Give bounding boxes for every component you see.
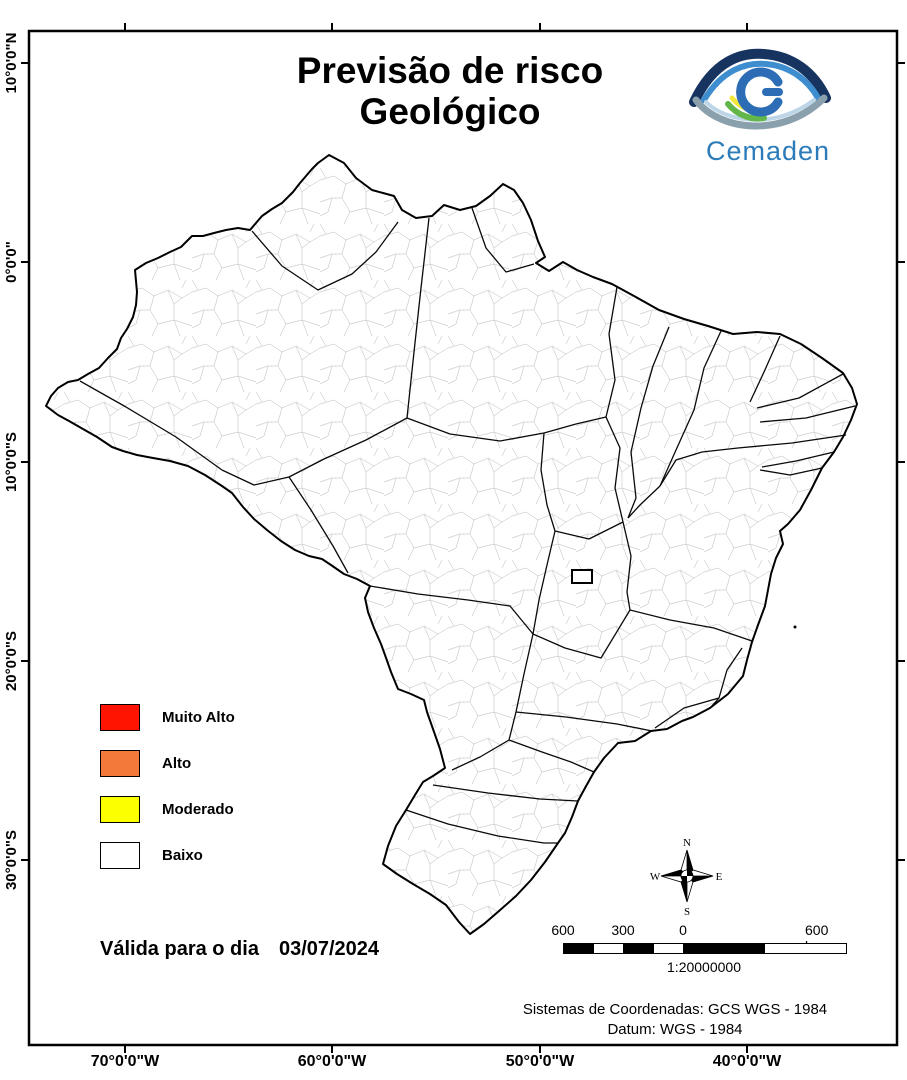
risk-legend: Muito Alto Alto Moderado Baixo: [100, 703, 235, 887]
island-dot: [793, 625, 797, 629]
lat-label-30s: 30°0'0"S: [3, 829, 20, 891]
compass-south-label: S: [684, 906, 690, 918]
title-line-1: Previsão de risco: [296, 50, 604, 91]
credits-line-1: Sistemas de Coordenadas: GCS WGS - 1984: [522, 1001, 828, 1018]
legend-swatch-baixo: [100, 842, 140, 869]
legend-row-baixo: Baixo: [100, 841, 235, 870]
legend-label-muito-alto: Muito Alto: [162, 709, 235, 726]
frame-ticks: [21, 23, 905, 1053]
legend-label-alto: Alto: [162, 755, 192, 772]
scale-tick-0: 0: [679, 922, 687, 938]
lon-label-40w: 40°0'0"W: [712, 1053, 782, 1070]
map-frame: [27, 29, 899, 1047]
validity-label: Válida para o dia: [100, 938, 259, 960]
lat-label-10s: 10°0'0"S: [3, 431, 20, 493]
compass-rose: N S E W: [648, 836, 726, 920]
scale-segment: [654, 944, 684, 953]
scale-bar: 600 300 0 600 km 1:20000000: [551, 922, 856, 984]
legend-row-alto: Alto: [100, 749, 235, 778]
state-boundaries: [79, 207, 856, 844]
cemaden-wordmark: Cemaden: [705, 136, 831, 166]
legend-swatch-muito-alto: [100, 704, 140, 731]
brazil-outline: [45, 154, 858, 935]
lat-label-10n: 10°0'0"N: [3, 32, 20, 94]
legend-swatch-moderado: [100, 796, 140, 823]
legend-row-muito-alto: Muito Alto: [100, 703, 235, 732]
validity-date: 03/07/2024: [278, 938, 380, 960]
scale-tick-600: 600: [551, 922, 575, 938]
scale-segment: [684, 944, 765, 953]
scale-segment: [765, 944, 846, 953]
cemaden-logo: Cemaden: [676, 46, 860, 167]
credits-line-2: Datum: WGS - 1984: [607, 1021, 743, 1038]
lon-label-70w: 70°0'0"W: [90, 1053, 160, 1070]
coordinate-system-credits: Sistemas de Coordenadas: GCS WGS - 1984 …: [460, 1000, 890, 1040]
municipal-boundaries: [46, 155, 857, 934]
lon-label-50w: 50°0'0"W: [505, 1053, 575, 1070]
compass-east-label: E: [716, 871, 723, 883]
scale-segment: [564, 944, 594, 953]
legend-label-moderado: Moderado: [162, 801, 234, 818]
scale-segment: [594, 944, 624, 953]
legend-row-moderado: Moderado: [100, 795, 235, 824]
legend-label-baixo: Baixo: [162, 847, 203, 864]
compass-rose-icon: N S E W: [650, 837, 723, 918]
page-title: Previsão de risco Geológico: [165, 50, 735, 133]
scale-ratio: 1:20000000: [667, 959, 741, 975]
cemaden-eye-icon: [689, 48, 831, 130]
lat-label-0: 0°0'0": [3, 241, 20, 283]
validity-line: Válida para o dia 03/07/2024: [100, 938, 379, 961]
legend-swatch-alto: [100, 750, 140, 777]
scale-tick-300: 300: [611, 922, 635, 938]
compass-north-label: N: [683, 837, 691, 849]
lon-label-60w: 60°0'0"W: [297, 1053, 367, 1070]
scale-bar-segments: [563, 943, 847, 954]
scale-segment: [624, 944, 654, 953]
lat-label-20s: 20°0'0"S: [3, 630, 20, 692]
compass-west-label: W: [650, 871, 661, 883]
title-line-2: Geológico: [359, 91, 541, 133]
distrito-federal-boundary: [571, 569, 593, 584]
